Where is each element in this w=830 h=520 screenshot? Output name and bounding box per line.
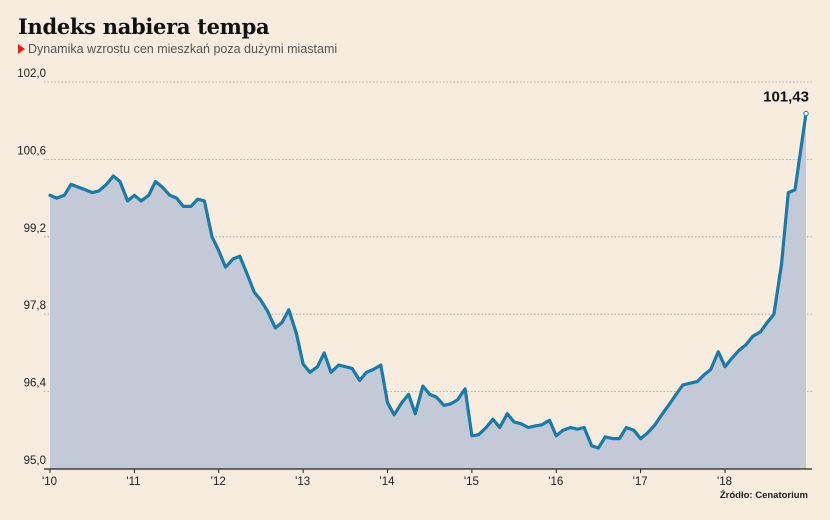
area-fill — [50, 113, 806, 469]
chart-subtitle: Dynamika wzrostu cen mieszkań poza dużym… — [18, 42, 337, 56]
y-tick-label: 102,0 — [17, 68, 46, 80]
x-tick-label: '14 — [380, 476, 396, 488]
y-tick-label: 96,4 — [24, 378, 47, 390]
x-tick-label: '17 — [633, 476, 648, 488]
chart-title: Indeks nabiera tempa — [18, 14, 270, 39]
y-axis-ticks: 102,0 100,6 99,2 97,8 96,4 95,0 — [17, 68, 46, 467]
y-tick-label: 97,8 — [24, 300, 46, 312]
chart-subtitle-text: Dynamika wzrostu cen mieszkań poza dużym… — [28, 42, 338, 56]
y-tick-label: 95,0 — [24, 455, 46, 467]
x-tick-label: '15 — [464, 476, 479, 488]
last-point-marker — [803, 110, 809, 117]
y-tick-label: 99,2 — [24, 223, 46, 235]
series-line — [48, 111, 808, 450]
x-tick-label: '11 — [126, 476, 140, 488]
x-tick-label: '10 — [42, 476, 57, 488]
x-tick-label: '18 — [717, 476, 732, 488]
x-tick-label: '12 — [211, 476, 226, 488]
x-tick-label: '16 — [548, 476, 563, 488]
x-axis-ticks: '10 '11 '12 '13 '14 '15 '16 '17 '18 — [42, 469, 732, 488]
red-triangle-icon — [18, 44, 25, 54]
y-tick-label: 100,6 — [17, 145, 46, 157]
source-note: Źródło: Cenatorium — [719, 490, 808, 501]
last-value-label: 101,43 — [763, 89, 809, 106]
x-tick-label: '13 — [295, 476, 310, 488]
